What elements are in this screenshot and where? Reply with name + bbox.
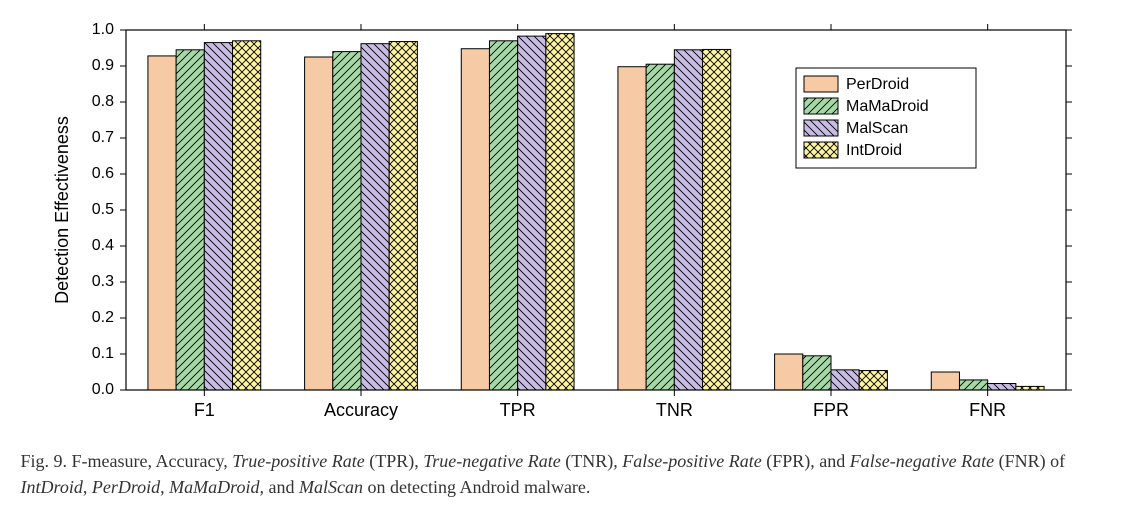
bar [332, 52, 360, 390]
bar [461, 49, 489, 390]
bar [674, 50, 702, 390]
svg-text:Detection Effectiveness: Detection Effectiveness [52, 116, 72, 304]
bar [774, 354, 802, 390]
bar [646, 64, 674, 390]
svg-text:0.3: 0.3 [91, 273, 113, 290]
svg-text:Accuracy: Accuracy [323, 400, 397, 420]
svg-text:PerDroid: PerDroid [846, 76, 909, 93]
bar [389, 42, 417, 390]
svg-text:FPR: FPR [813, 400, 849, 420]
bar [802, 356, 830, 390]
svg-text:FNR: FNR [969, 400, 1006, 420]
svg-text:0.5: 0.5 [91, 201, 113, 218]
svg-text:0.9: 0.9 [91, 57, 113, 74]
svg-text:0.7: 0.7 [91, 129, 113, 146]
bar-chart: 0.0 0.1 0.2 0.3 0.4 0.5 0.6 0.7 0.8 0.9 1.0 Detecti… [36, 10, 1086, 440]
bar [987, 384, 1015, 390]
svg-text:TNR: TNR [655, 400, 692, 420]
svg-text:0.0: 0.0 [91, 381, 113, 398]
bar [931, 372, 959, 390]
bar [147, 56, 175, 390]
svg-text:0.1: 0.1 [91, 345, 113, 362]
figure-caption: Fig. 9. F-measure, Accuracy, True-positi… [21, 448, 1101, 500]
svg-text:TPR: TPR [499, 400, 535, 420]
bar [617, 67, 645, 390]
svg-text:0.4: 0.4 [91, 237, 113, 254]
bar [204, 43, 232, 390]
bar [232, 41, 260, 390]
bar [304, 57, 332, 390]
svg-text:0.8: 0.8 [91, 93, 113, 110]
svg-text:0.6: 0.6 [91, 165, 113, 182]
bar [702, 49, 730, 390]
bar [517, 36, 545, 390]
bar [176, 50, 204, 390]
bar [959, 380, 987, 390]
bar [831, 370, 859, 390]
bar [361, 44, 389, 390]
chart-container: 0.0 0.1 0.2 0.3 0.4 0.5 0.6 0.7 0.8 0.9 1.0 Detecti… [36, 10, 1086, 440]
bar [489, 41, 517, 390]
svg-text:MaMaDroid: MaMaDroid [846, 98, 929, 115]
svg-text:1.0: 1.0 [91, 21, 113, 38]
bar [545, 34, 573, 390]
bar [859, 371, 887, 390]
svg-text:MalScan: MalScan [846, 120, 908, 137]
svg-text:IntDroid: IntDroid [846, 142, 902, 159]
svg-text:0.2: 0.2 [91, 309, 113, 326]
svg-text:F1: F1 [193, 400, 214, 420]
